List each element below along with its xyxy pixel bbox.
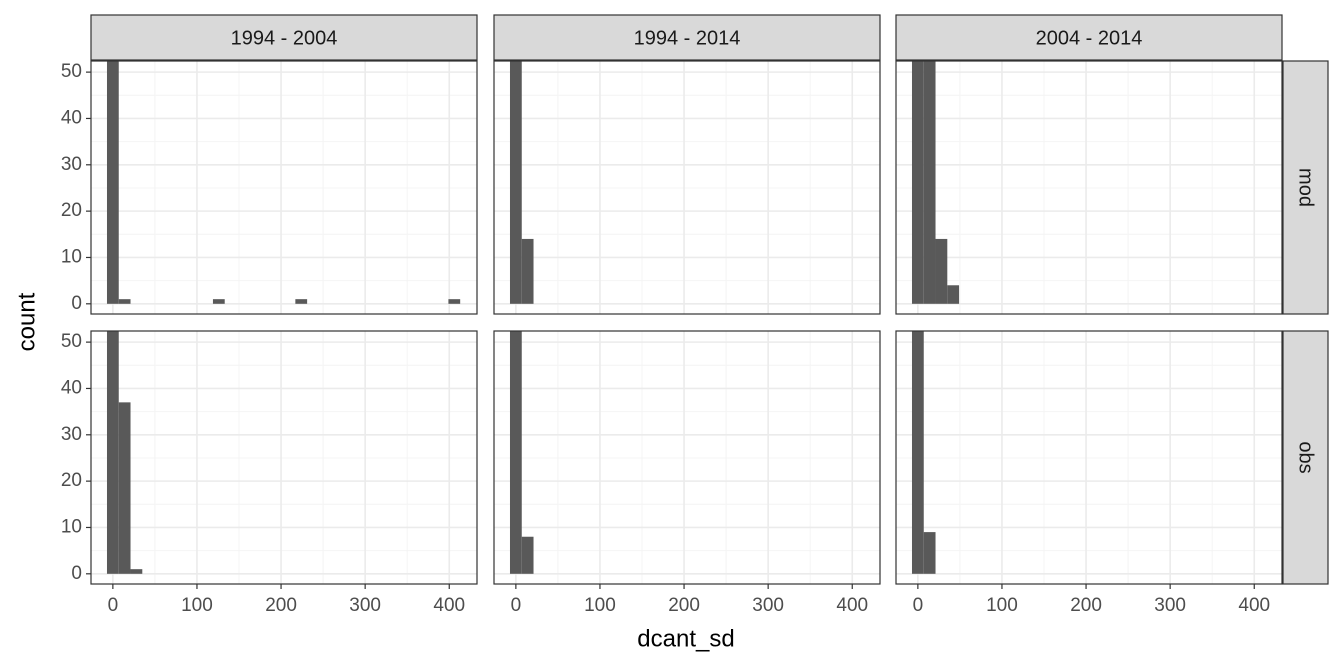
bar: [509, 331, 522, 574]
y-tick-label: 10: [61, 516, 82, 537]
bars: [911, 61, 960, 304]
x-tick-label: 0: [511, 595, 522, 616]
bar: [947, 285, 960, 304]
column-strip: [90, 14, 478, 61]
x-tick-label: 200: [1070, 595, 1102, 616]
bar: [106, 61, 119, 304]
bars: [911, 331, 936, 574]
row-strip-label: mod: [1295, 168, 1317, 207]
panel-border: [90, 330, 478, 585]
column-strip-label: 2004 - 2014: [1036, 27, 1143, 49]
x-tick-label: 300: [752, 595, 784, 616]
x-tick-label: 0: [913, 595, 924, 616]
y-tick-label: 0: [71, 293, 82, 314]
y-tick-label: 50: [61, 331, 82, 352]
bars: [509, 61, 534, 304]
x-tick-label: 200: [265, 595, 297, 616]
bar: [295, 299, 308, 304]
bar: [935, 238, 948, 304]
y-tick-label: 30: [61, 154, 82, 175]
bar: [106, 331, 119, 574]
column-strip-label: 1994 - 2014: [634, 27, 741, 49]
x-tick-label: 400: [1238, 595, 1270, 616]
column-strip: [895, 14, 1283, 61]
y-axis-title: count: [13, 292, 40, 351]
x-tick-label: 400: [836, 595, 868, 616]
bars: [106, 331, 143, 574]
x-tick-label: 400: [433, 595, 465, 616]
y-tick-label: 20: [61, 470, 82, 491]
y-tick-label: 20: [61, 200, 82, 221]
x-tick-label: 100: [584, 595, 616, 616]
bar: [118, 299, 131, 304]
x-axis-title: dcant_sd: [637, 625, 734, 652]
x-tick-label: 0: [108, 595, 119, 616]
panel-border: [895, 330, 1283, 585]
bar: [212, 299, 225, 304]
panel-border: [493, 60, 881, 315]
y-tick-label: 40: [61, 377, 82, 398]
bar: [911, 61, 924, 304]
bar: [911, 331, 924, 574]
y-tick-label: 50: [61, 61, 82, 82]
panel-border: [90, 60, 478, 315]
row-strip-label: obs: [1295, 441, 1317, 473]
bars: [509, 331, 534, 574]
row-strip: [1282, 60, 1329, 315]
y-tick-label: 10: [61, 246, 82, 267]
bar: [521, 536, 534, 574]
y-tick-label: 30: [61, 424, 82, 445]
column-strip: [493, 14, 881, 61]
bar: [448, 299, 461, 304]
x-tick-label: 300: [349, 595, 381, 616]
bar: [509, 61, 522, 304]
x-tick-label: 100: [986, 595, 1018, 616]
bar: [521, 238, 534, 304]
bar: [118, 402, 131, 574]
bar: [923, 532, 936, 574]
x-tick-label: 300: [1154, 595, 1186, 616]
bar: [130, 569, 143, 574]
bar: [923, 61, 936, 304]
panel-border: [493, 330, 881, 585]
y-tick-label: 40: [61, 107, 82, 128]
x-tick-label: 100: [181, 595, 213, 616]
panel-border: [895, 60, 1283, 315]
bars: [106, 61, 461, 304]
row-strip: [1282, 330, 1329, 585]
column-strip-label: 1994 - 2004: [231, 27, 338, 49]
y-tick-label: 0: [71, 563, 82, 584]
x-tick-label: 200: [668, 595, 700, 616]
